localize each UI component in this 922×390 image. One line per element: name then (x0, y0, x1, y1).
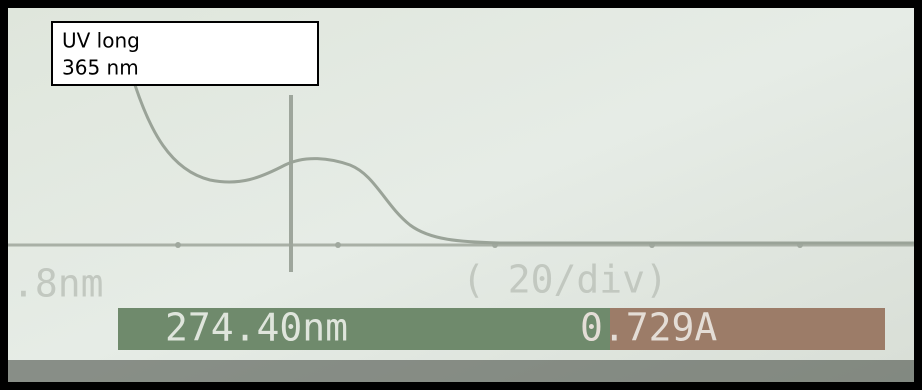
bottom-bezel (8, 360, 914, 382)
scale-left: .8nm (12, 262, 104, 306)
label-line: 365 nm (62, 56, 139, 80)
absorbance-readout: 0.729A (580, 306, 717, 350)
scale-div: ( 20/div) (462, 258, 668, 302)
instrument-screen: UV long 365 nm .8nm ( 20/div) 274.40nm 0… (0, 0, 922, 390)
wavelength-readout: 274.40nm (165, 306, 348, 350)
label-line: UV long (62, 29, 140, 53)
